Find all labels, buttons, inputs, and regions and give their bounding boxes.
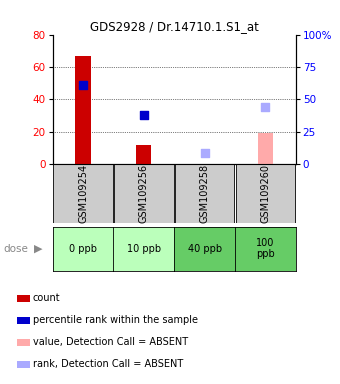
- Title: GDS2928 / Dr.14710.1.S1_at: GDS2928 / Dr.14710.1.S1_at: [90, 20, 259, 33]
- Bar: [175, 164, 234, 223]
- Bar: [17, 295, 30, 302]
- Bar: [17, 339, 30, 346]
- Text: dose: dose: [3, 243, 28, 254]
- Text: count: count: [33, 293, 60, 303]
- Text: ▶: ▶: [34, 243, 42, 254]
- Text: GSM109256: GSM109256: [139, 164, 149, 223]
- Bar: [17, 361, 30, 368]
- Text: 40 ppb: 40 ppb: [188, 243, 222, 254]
- Text: rank, Detection Call = ABSENT: rank, Detection Call = ABSENT: [33, 359, 183, 369]
- Bar: [17, 317, 30, 324]
- Text: 100
ppb: 100 ppb: [256, 238, 275, 260]
- Point: [141, 113, 147, 119]
- Text: GSM109254: GSM109254: [78, 164, 88, 223]
- Text: GSM109258: GSM109258: [200, 164, 210, 223]
- Point: [202, 149, 207, 156]
- Text: GSM109260: GSM109260: [260, 164, 270, 223]
- Text: 0 ppb: 0 ppb: [69, 243, 97, 254]
- Text: percentile rank within the sample: percentile rank within the sample: [33, 315, 198, 325]
- Bar: [136, 144, 151, 164]
- Bar: [258, 133, 273, 164]
- Bar: [75, 56, 91, 164]
- Bar: [236, 164, 295, 223]
- Point: [263, 104, 268, 110]
- Text: value, Detection Call = ABSENT: value, Detection Call = ABSENT: [33, 337, 188, 347]
- Bar: [114, 164, 174, 223]
- Point: [80, 82, 86, 88]
- Text: 10 ppb: 10 ppb: [127, 243, 161, 254]
- Bar: [53, 164, 113, 223]
